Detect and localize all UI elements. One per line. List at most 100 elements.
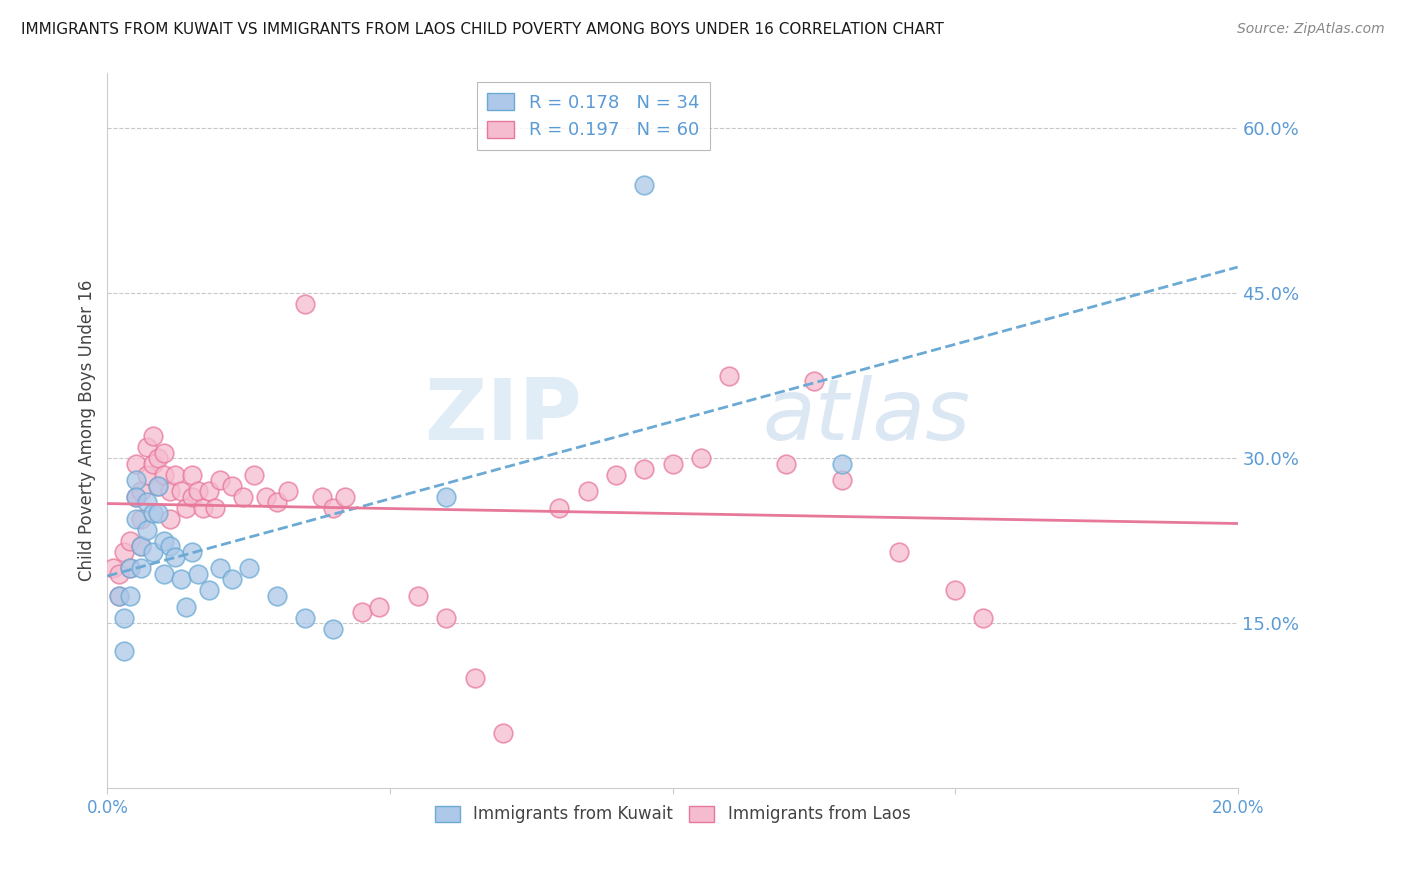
Point	[406, 589, 429, 603]
Point	[112, 643, 135, 657]
Point	[181, 544, 204, 558]
Point	[548, 500, 571, 515]
Point	[209, 473, 232, 487]
Point	[718, 368, 741, 383]
Point	[107, 589, 129, 603]
Point	[153, 445, 176, 459]
Y-axis label: Child Poverty Among Boys Under 16: Child Poverty Among Boys Under 16	[79, 280, 96, 582]
Point	[159, 511, 181, 525]
Point	[165, 550, 187, 565]
Point	[165, 467, 187, 482]
Point	[153, 566, 176, 581]
Point	[136, 440, 159, 454]
Point	[254, 490, 277, 504]
Point	[803, 374, 825, 388]
Point	[124, 490, 146, 504]
Point	[118, 561, 141, 575]
Point	[181, 490, 204, 504]
Point	[176, 500, 198, 515]
Point	[124, 490, 146, 504]
Point	[367, 599, 389, 614]
Point	[232, 490, 254, 504]
Point	[153, 467, 176, 482]
Point	[887, 544, 910, 558]
Text: ZIP: ZIP	[425, 375, 582, 458]
Point	[129, 561, 152, 575]
Point	[142, 429, 165, 443]
Point	[170, 484, 193, 499]
Point	[943, 583, 966, 598]
Point	[576, 484, 599, 499]
Point	[266, 495, 288, 509]
Point	[193, 500, 215, 515]
Point	[101, 561, 124, 575]
Point	[221, 572, 243, 586]
Point	[204, 500, 226, 515]
Point	[492, 726, 515, 740]
Point	[148, 506, 170, 520]
Point	[129, 511, 152, 525]
Point	[221, 478, 243, 492]
Point	[118, 533, 141, 548]
Point	[159, 484, 181, 499]
Point	[176, 599, 198, 614]
Point	[322, 622, 344, 636]
Point	[148, 451, 170, 466]
Point	[311, 490, 333, 504]
Point	[831, 473, 853, 487]
Point	[243, 467, 266, 482]
Point	[159, 539, 181, 553]
Point	[142, 457, 165, 471]
Point	[170, 572, 193, 586]
Point	[333, 490, 356, 504]
Point	[148, 478, 170, 492]
Point	[350, 605, 373, 619]
Point	[187, 566, 209, 581]
Point	[198, 583, 221, 598]
Point	[294, 610, 316, 624]
Point	[148, 478, 170, 492]
Point	[136, 467, 159, 482]
Point	[633, 462, 655, 476]
Legend: Immigrants from Kuwait, Immigrants from Laos: Immigrants from Kuwait, Immigrants from …	[427, 798, 917, 830]
Point	[112, 544, 135, 558]
Point	[266, 589, 288, 603]
Point	[187, 484, 209, 499]
Point	[209, 561, 232, 575]
Point	[153, 533, 176, 548]
Point	[124, 457, 146, 471]
Point	[689, 451, 711, 466]
Point	[136, 523, 159, 537]
Point	[142, 544, 165, 558]
Point	[107, 589, 129, 603]
Point	[633, 178, 655, 193]
Point	[436, 610, 458, 624]
Point	[124, 473, 146, 487]
Text: atlas: atlas	[763, 375, 972, 458]
Point	[775, 457, 797, 471]
Point	[464, 671, 486, 685]
Point	[129, 539, 152, 553]
Point	[238, 561, 260, 575]
Point	[124, 511, 146, 525]
Point	[294, 297, 316, 311]
Point	[277, 484, 299, 499]
Point	[831, 457, 853, 471]
Point	[107, 566, 129, 581]
Point	[322, 500, 344, 515]
Point	[118, 561, 141, 575]
Point	[112, 610, 135, 624]
Text: Source: ZipAtlas.com: Source: ZipAtlas.com	[1237, 22, 1385, 37]
Point	[605, 467, 627, 482]
Point	[436, 490, 458, 504]
Point	[661, 457, 683, 471]
Text: IMMIGRANTS FROM KUWAIT VS IMMIGRANTS FROM LAOS CHILD POVERTY AMONG BOYS UNDER 16: IMMIGRANTS FROM KUWAIT VS IMMIGRANTS FRO…	[21, 22, 943, 37]
Point	[129, 484, 152, 499]
Point	[972, 610, 994, 624]
Point	[142, 506, 165, 520]
Point	[136, 495, 159, 509]
Point	[181, 467, 204, 482]
Point	[129, 539, 152, 553]
Point	[198, 484, 221, 499]
Point	[118, 589, 141, 603]
